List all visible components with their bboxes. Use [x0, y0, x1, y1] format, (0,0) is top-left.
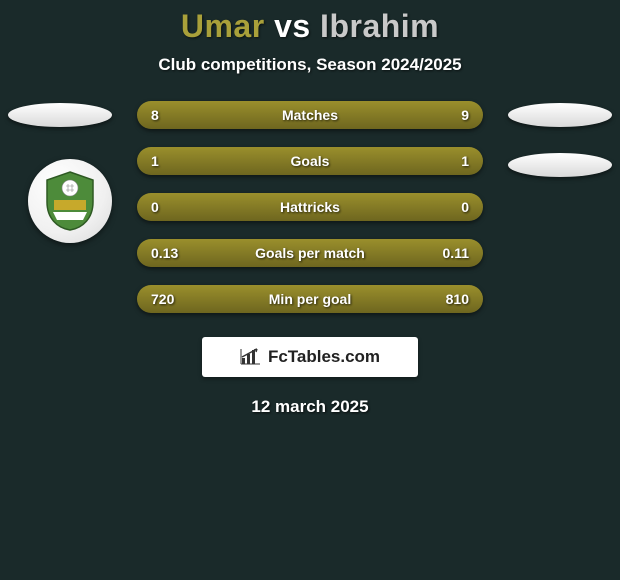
stat-right-value: 810	[446, 291, 469, 307]
shield-icon	[43, 170, 97, 232]
stat-label: Goals per match	[255, 245, 365, 261]
content-wrapper: Umar vs Ibrahim Club competitions, Seaso…	[0, 0, 620, 580]
stat-bars: 8 Matches 9 1 Goals 1 0 Hattricks 0 0.13…	[137, 101, 483, 313]
stat-right-value: 9	[461, 107, 469, 123]
stat-left-value: 1	[151, 153, 159, 169]
subtitle: Club competitions, Season 2024/2025	[158, 55, 461, 75]
title-vs: vs	[274, 8, 311, 44]
stat-right-value: 0.11	[443, 245, 469, 261]
stat-label: Goals	[291, 153, 330, 169]
stat-label: Min per goal	[269, 291, 351, 307]
footer-brand-box: FcTables.com	[202, 337, 418, 377]
stat-row-matches: 8 Matches 9	[137, 101, 483, 129]
stats-stage: 8 Matches 9 1 Goals 1 0 Hattricks 0 0.13…	[0, 101, 620, 313]
player2-emblem-placeholder	[508, 103, 612, 127]
title-player1: Umar	[181, 8, 265, 44]
stat-left-value: 0	[151, 199, 159, 215]
title-player2: Ibrahim	[320, 8, 439, 44]
stat-right-value: 0	[461, 199, 469, 215]
stat-label: Matches	[282, 107, 338, 123]
page-title: Umar vs Ibrahim	[181, 8, 439, 45]
stat-row-min-per-goal: 720 Min per goal 810	[137, 285, 483, 313]
stat-right-value: 1	[461, 153, 469, 169]
stat-left-value: 720	[151, 291, 174, 307]
stat-row-goals-per-match: 0.13 Goals per match 0.11	[137, 239, 483, 267]
stat-label: Hattricks	[280, 199, 340, 215]
stat-left-value: 0.13	[151, 245, 178, 261]
stat-left-value: 8	[151, 107, 159, 123]
bar-chart-icon	[240, 348, 262, 366]
footer-brand-text: FcTables.com	[268, 347, 380, 367]
player2-club-placeholder	[508, 153, 612, 177]
stat-row-goals: 1 Goals 1	[137, 147, 483, 175]
stat-row-hattricks: 0 Hattricks 0	[137, 193, 483, 221]
player1-club-badge	[28, 159, 112, 243]
date-text: 12 march 2025	[251, 397, 368, 417]
player1-emblem-placeholder	[8, 103, 112, 127]
